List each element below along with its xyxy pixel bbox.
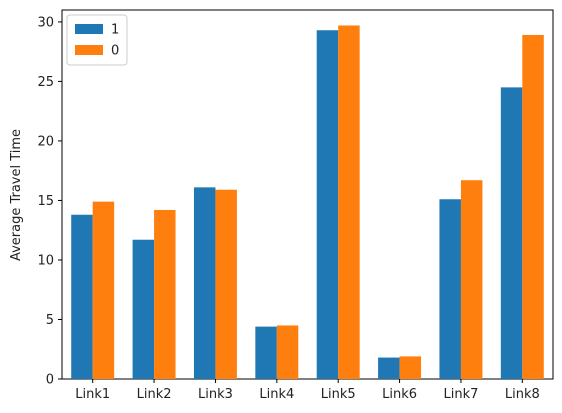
bar-series-0-link6 xyxy=(399,356,422,379)
plot-area xyxy=(61,9,554,380)
y-tick-label: 5 xyxy=(46,313,54,328)
bar-series-1-link2 xyxy=(132,239,155,379)
bar-series-0-link4 xyxy=(276,325,299,379)
bar-series-1-link5 xyxy=(316,30,339,380)
bar-series-1-link1 xyxy=(71,214,93,379)
y-tick-label: 15 xyxy=(37,194,54,209)
x-tick-label: Link6 xyxy=(382,387,417,402)
bar-series-0-link3 xyxy=(215,189,237,379)
bar-series-1-link8 xyxy=(500,87,523,379)
bar-series-0-link7 xyxy=(460,180,483,379)
y-tick-label: 25 xyxy=(37,75,54,90)
legend-swatch-0 xyxy=(75,45,103,55)
plot-frame xyxy=(61,9,554,380)
x-tick-label: Link7 xyxy=(443,387,478,402)
y-tick-label: 0 xyxy=(46,373,54,388)
bar-series-0-link2 xyxy=(154,209,176,379)
x-tick-label: Link1 xyxy=(75,387,110,402)
legend: 10 xyxy=(66,14,128,66)
bar-series-0-link1 xyxy=(92,201,115,379)
y-axis-label: Average Travel Time xyxy=(9,129,24,261)
y-tick-label: 30 xyxy=(37,15,54,30)
x-tick-label: Link8 xyxy=(505,387,540,402)
y-tick-label: 20 xyxy=(37,134,54,149)
x-axis: Link1 Link2 Link3 Link4 Link5 Link6 Link7 Link8 xyxy=(75,379,540,402)
bars xyxy=(71,25,544,380)
x-tick-label: Link4 xyxy=(259,387,294,402)
legend-label-0: 0 xyxy=(111,44,119,59)
legend-swatch-1 xyxy=(75,24,103,34)
x-tick-label: Link2 xyxy=(137,387,172,402)
bar-series-1-link6 xyxy=(378,357,400,379)
bar-series-1-link4 xyxy=(255,326,277,379)
legend-label-1: 1 xyxy=(111,23,119,38)
bar-series-0-link5 xyxy=(338,25,360,380)
bar-series-1-link7 xyxy=(439,199,461,379)
x-tick-label: Link3 xyxy=(198,387,233,402)
x-tick-label: Link5 xyxy=(321,387,356,402)
y-axis: 0 5 10 15 20 25 30 xyxy=(37,15,62,388)
bar-series-0-link8 xyxy=(522,34,544,380)
bar-series-1-link3 xyxy=(193,187,216,379)
y-tick-label: 10 xyxy=(37,253,54,268)
